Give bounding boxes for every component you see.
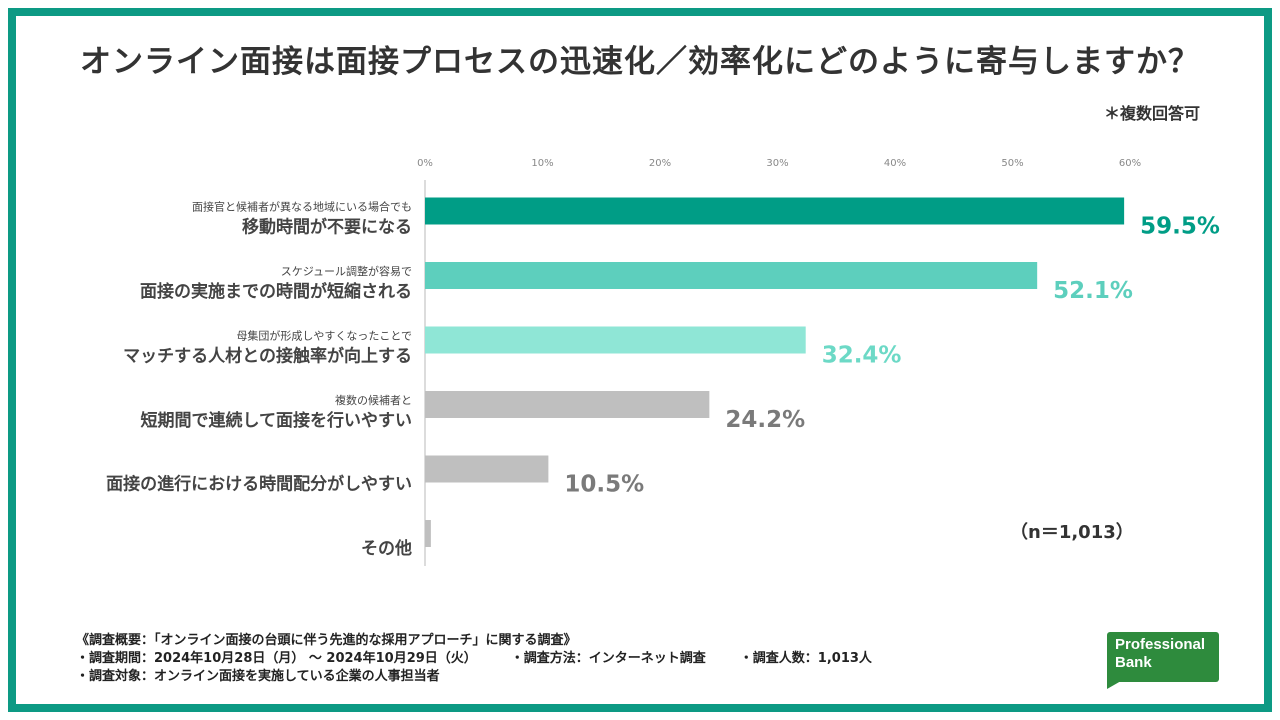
professional-bank-logo: Professional Bank [1107, 632, 1219, 689]
x-tick-label: 60% [1119, 158, 1141, 169]
category-sub-label: スケジュール調整が容易で [281, 264, 412, 278]
footer-method: ・調査方法：インターネット調査 [510, 651, 706, 666]
bar [425, 197, 1125, 225]
category-label: マッチする人材との接触率が向上する [123, 346, 412, 367]
data-label: 32.4% [822, 343, 902, 369]
logo-box: Professional Bank [1107, 632, 1219, 682]
footer-survey-title: 《調査概要：「オンライン面接の台頭に伴う先進的な採用アプローチ」に関する調査》 [76, 633, 577, 648]
data-label: 52.1% [1053, 278, 1133, 304]
bar [425, 262, 1038, 289]
category-label: 移動時間が不要になる [242, 217, 412, 238]
survey-footer: 《調査概要：「オンライン面接の台頭に伴う先進的な採用アプローチ」に関する調査》 … [76, 632, 872, 686]
bar [425, 520, 431, 547]
logo-line-2: Bank [1115, 654, 1152, 671]
bar-chart: 0% 10% 20% 30% 40% 50% 60% 面接官と候補者が異なる地域にいる場合でも… [106, 158, 1220, 566]
x-tick-label: 50% [1001, 158, 1023, 169]
category-sub-label: 複数の候補者と [335, 393, 412, 407]
category-label: その他 [361, 538, 412, 559]
category-label: 面接の進行における時間配分がしやすい [106, 474, 412, 495]
bar [425, 326, 806, 354]
bar [425, 455, 549, 483]
footer-target: ・調査対象：オンライン面接を実施している企業の人事担当者 [76, 669, 440, 684]
category-label: 面接の実施までの時間が短縮される [140, 281, 412, 302]
logo-line-1: Professional [1115, 636, 1206, 653]
x-tick-label: 30% [766, 158, 788, 169]
data-label: 59.5% [1140, 214, 1220, 240]
category-sub-label: 母集団が形成しやすくなったことで [236, 329, 412, 343]
bar [425, 391, 710, 418]
page-title: オンライン面接は面接プロセスの迅速化／効率化にどのように寄与しますか？ [80, 44, 1200, 80]
x-tick-label: 10% [531, 158, 553, 169]
sample-size-label: （n＝1,013） [1010, 522, 1134, 543]
page-frame [8, 8, 1272, 712]
multiple-answer-note: ＊複数回答可 [1103, 104, 1200, 123]
footer-period: ・調査期間：2024年10月28日（月） 〜 2024年10月29日（火） [76, 651, 477, 666]
data-label: 24.2% [725, 407, 805, 433]
footer-count: ・調査人数：1,013人 [739, 651, 872, 666]
data-label: 10.5% [564, 472, 644, 498]
logo-tail [1107, 681, 1121, 689]
category-label: 短期間で連続して面接を行いやすい [141, 410, 413, 431]
x-tick-label: 0% [417, 158, 433, 169]
x-tick-label: 20% [649, 158, 671, 169]
category-sub-label: 面接官と候補者が異なる地域にいる場合でも [192, 200, 412, 214]
x-tick-label: 40% [884, 158, 906, 169]
